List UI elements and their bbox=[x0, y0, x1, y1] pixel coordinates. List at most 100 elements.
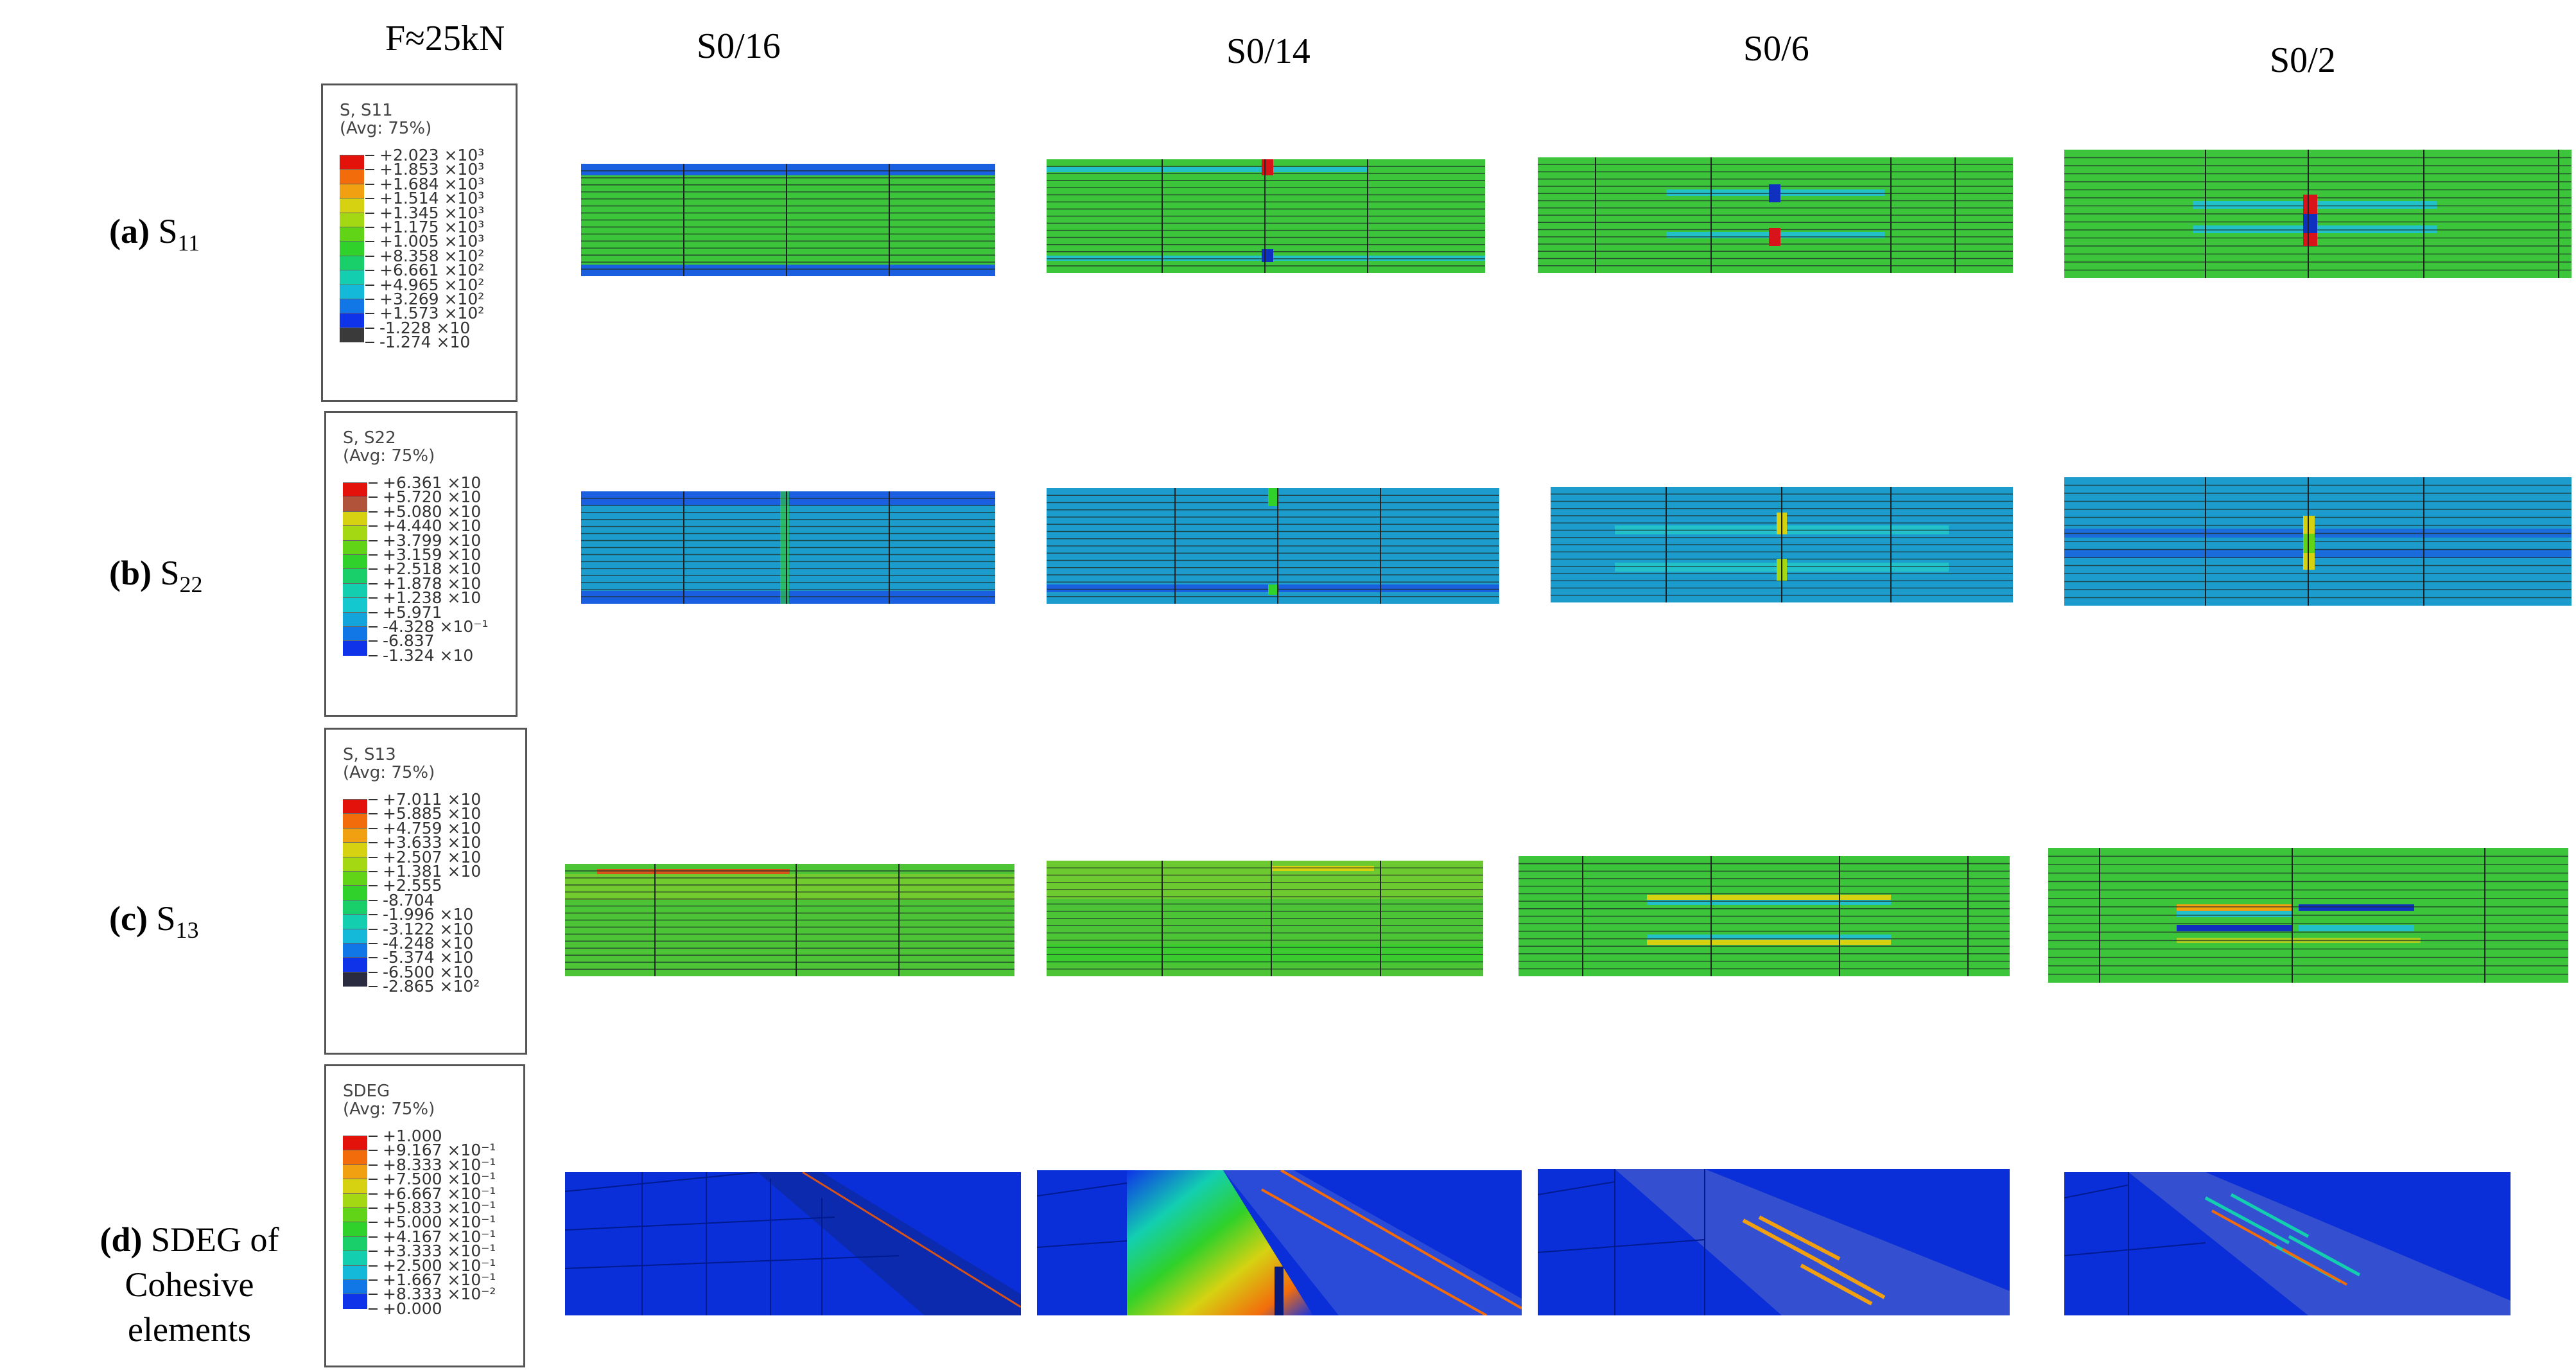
legend-title: SDEG bbox=[343, 1082, 390, 1101]
contour-s22-s0-16 bbox=[581, 491, 995, 604]
legend-swatch bbox=[343, 914, 367, 929]
legend-value: +4.167 ×10⁻¹ bbox=[383, 1227, 496, 1246]
legend-tick bbox=[365, 342, 374, 344]
legend-tick bbox=[369, 928, 378, 930]
legend-value: +5.885 ×10 bbox=[383, 804, 482, 823]
legend-tick bbox=[365, 327, 374, 329]
legend-tick bbox=[369, 986, 378, 988]
legend-value: +1.573 ×10² bbox=[379, 304, 485, 323]
legend-value: -5.374 ×10 bbox=[383, 948, 474, 967]
legend-value: +1.175 ×10³ bbox=[379, 218, 485, 236]
legend-swatch bbox=[343, 943, 367, 958]
legend-tick bbox=[369, 943, 378, 944]
legend-swatch bbox=[343, 611, 367, 627]
legend-swatch bbox=[340, 198, 364, 213]
legend-tick bbox=[369, 1136, 378, 1137]
legend-tick bbox=[369, 1179, 378, 1181]
legend-swatch bbox=[343, 899, 367, 915]
legend-tick bbox=[369, 871, 378, 872]
legend-tick bbox=[369, 554, 378, 556]
legend-value: +6.661 ×10² bbox=[379, 261, 485, 280]
legend-swatch bbox=[343, 1193, 367, 1208]
legend-tick bbox=[369, 856, 378, 858]
legend-swatch bbox=[343, 813, 367, 829]
legend-swatch bbox=[343, 799, 367, 814]
legend-tick bbox=[369, 1265, 378, 1267]
legend-tick bbox=[365, 183, 374, 185]
legend-value: +8.358 ×10² bbox=[379, 246, 485, 265]
legend-value: +8.333 ×10⁻² bbox=[383, 1285, 496, 1304]
sdeg-s0-6 bbox=[1538, 1169, 2010, 1315]
legend-value: +3.159 ×10 bbox=[383, 545, 482, 564]
legend-swatch bbox=[343, 597, 367, 613]
legend-value: +5.720 ×10 bbox=[383, 487, 482, 507]
legend-swatch bbox=[340, 255, 364, 271]
legend-tick bbox=[369, 597, 378, 599]
legend-swatch bbox=[340, 313, 364, 328]
row-label-s11: (a) S11 bbox=[109, 212, 200, 256]
legend-avg: (Avg: 75%) bbox=[343, 763, 435, 782]
legend-value: -4.328 ×10⁻¹ bbox=[383, 617, 489, 636]
contour-s11-s0-14 bbox=[1047, 159, 1485, 273]
legend-swatch bbox=[343, 1279, 367, 1295]
legend-value: +1.684 ×10³ bbox=[379, 174, 485, 193]
legend-value: +9.167 ×10⁻¹ bbox=[383, 1141, 496, 1160]
legend-tick bbox=[369, 640, 378, 642]
legend-value: -1.324 ×10 bbox=[383, 645, 474, 665]
legend-swatch bbox=[343, 1136, 367, 1151]
legend-value: +3.269 ×10² bbox=[379, 290, 485, 308]
legend-swatch bbox=[340, 299, 364, 314]
legend-avg: (Avg: 75%) bbox=[343, 1100, 435, 1119]
legend-swatch bbox=[343, 1179, 367, 1194]
legend-tick bbox=[369, 914, 378, 916]
force-label: F≈25kN bbox=[385, 19, 505, 58]
contour-s13-s0-14 bbox=[1047, 861, 1483, 976]
legend-swatch bbox=[340, 327, 364, 343]
legend-swatch bbox=[343, 957, 367, 972]
legend-swatch bbox=[343, 827, 367, 843]
legend-value: +1.238 ×10 bbox=[383, 588, 482, 608]
legend-value: +1.514 ×10³ bbox=[379, 189, 485, 208]
legend-swatch bbox=[343, 856, 367, 872]
legend-tick bbox=[369, 496, 378, 498]
legend-swatch bbox=[340, 155, 364, 170]
legend-swatch bbox=[343, 554, 367, 570]
legend-value: +0.000 bbox=[383, 1299, 442, 1318]
legend-value: +5.971 bbox=[383, 602, 442, 622]
legend-tick bbox=[369, 1251, 378, 1252]
legend-title: S, S13 bbox=[343, 745, 396, 764]
row-label-s22: (b) S22 bbox=[109, 554, 203, 597]
legend-s11: S, S11 (Avg: 75%) +2.023 ×10³ +1.853 ×10³ +1… bbox=[321, 83, 518, 402]
legend-tick bbox=[369, 885, 378, 887]
legend-value: +2.518 ×10 bbox=[383, 559, 482, 579]
legend-swatch bbox=[340, 212, 364, 227]
legend-swatch bbox=[343, 640, 367, 656]
legend-swatch bbox=[340, 183, 364, 199]
legend-tick bbox=[365, 212, 374, 214]
legend-tick bbox=[369, 525, 378, 527]
legend-value: -1.228 ×10 bbox=[379, 318, 471, 337]
legend-swatch bbox=[343, 525, 367, 541]
legend-tick bbox=[369, 654, 378, 656]
legend-value: +7.500 ×10⁻¹ bbox=[383, 1170, 496, 1189]
legend-tick bbox=[369, 511, 378, 513]
column-header-s0-6: S0/6 bbox=[1743, 29, 1809, 69]
legend-swatch bbox=[343, 583, 367, 599]
contour-s13-s0-6 bbox=[1519, 856, 2010, 976]
legend-value: -4.248 ×10 bbox=[383, 934, 474, 953]
legend-tick bbox=[365, 255, 374, 257]
legend-value: +1.345 ×10³ bbox=[379, 203, 485, 222]
legend-swatch bbox=[343, 482, 367, 498]
legend-title: S, S22 bbox=[343, 428, 396, 448]
legend-swatch bbox=[343, 1251, 367, 1266]
legend-tick bbox=[369, 1193, 378, 1195]
legend-tick bbox=[369, 1236, 378, 1238]
legend-tick bbox=[369, 971, 378, 973]
sdeg-s0-2 bbox=[2064, 1172, 2511, 1315]
sdeg-s0-16 bbox=[565, 1172, 1021, 1315]
legend-swatch bbox=[343, 871, 367, 886]
legend-value: -6.500 ×10 bbox=[383, 962, 474, 981]
legend-value: +5.080 ×10 bbox=[383, 502, 482, 521]
legend-value: +1.000 bbox=[383, 1127, 442, 1145]
legend-value: +3.333 ×10⁻¹ bbox=[383, 1242, 496, 1261]
